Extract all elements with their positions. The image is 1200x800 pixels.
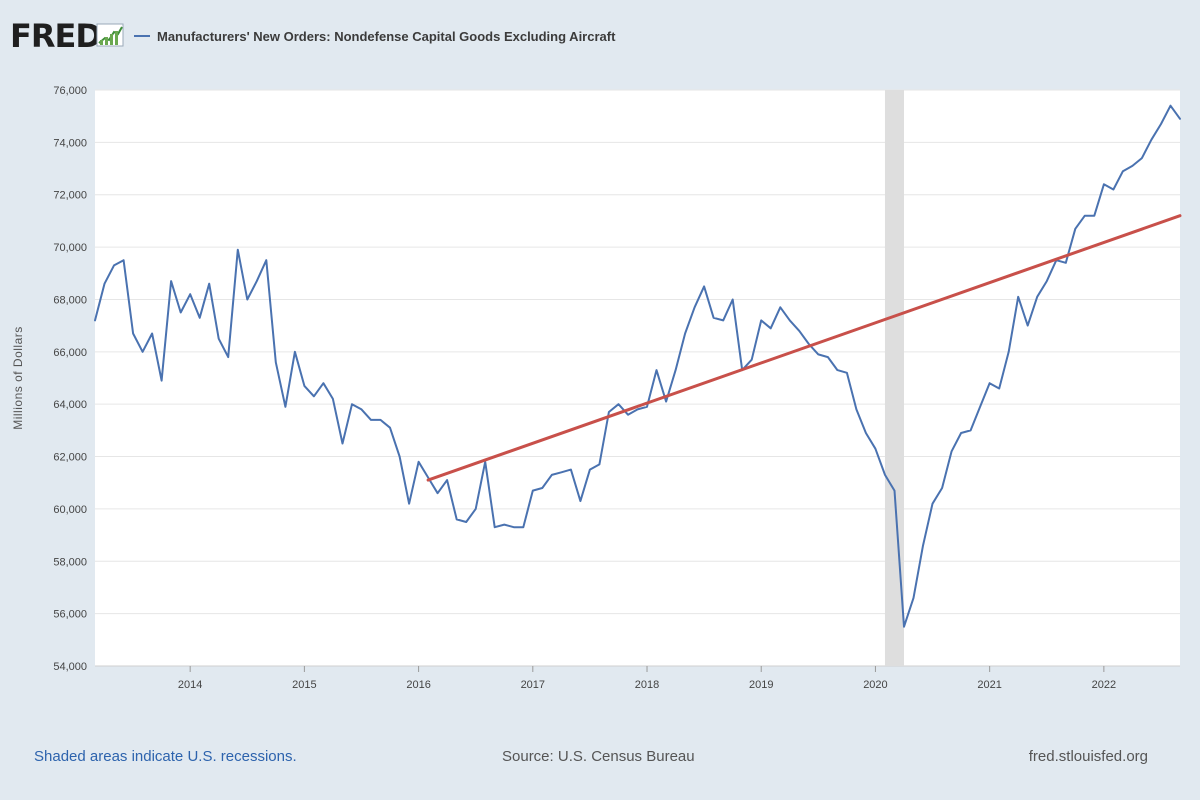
x-tick-label: 2014 <box>178 679 202 691</box>
y-tick-label: 70,000 <box>53 242 87 254</box>
y-tick-label: 60,000 <box>53 504 87 516</box>
series-group <box>94 104 1182 628</box>
x-tick-label: 2022 <box>1092 679 1116 691</box>
x-tick-label: 2018 <box>635 679 659 691</box>
recession-shading <box>884 90 904 666</box>
y-tick-label: 64,000 <box>53 399 87 411</box>
y-tick-label: 58,000 <box>53 556 87 568</box>
x-tick-label: 2020 <box>863 679 887 691</box>
site-link[interactable]: fred.stlouisfed.org <box>1028 748 1148 765</box>
x-tick-label: 2017 <box>521 679 545 691</box>
y-tick-label: 66,000 <box>53 347 87 359</box>
fred-logo[interactable]: FRED <box>10 17 102 55</box>
x-axis-ticks: 2014 2015 2016 2017 2018 2019 2020 2021 2022 <box>178 666 1116 691</box>
y-axis-ticks: 54,000 56,000 58,000 60,000 62,000 64,000 66,0… <box>53 85 87 673</box>
x-tick-label: 2019 <box>749 679 773 691</box>
y-tick-label: 54,000 <box>53 661 87 673</box>
chart-area: 54,000 56,000 58,000 60,000 62,000 64,000 66,0… <box>0 80 1200 720</box>
grid-lines <box>95 89 1180 667</box>
trend-line[interactable] <box>426 214 1182 482</box>
y-tick-label: 62,000 <box>53 452 87 464</box>
legend-swatch <box>134 35 150 37</box>
legend-label: Manufacturers' New Orders: Nondefense Ca… <box>157 28 616 44</box>
y-tick-label: 72,000 <box>53 190 87 202</box>
plot-background <box>95 90 1180 666</box>
y-tick-label: 74,000 <box>53 137 87 149</box>
recession-band-0 <box>884 90 904 666</box>
x-tick-label: 2016 <box>406 679 430 691</box>
y-tick-label: 56,000 <box>53 609 87 621</box>
recession-note-link[interactable]: Shaded areas indicate U.S. recessions. <box>34 748 297 765</box>
series-line-new-orders[interactable] <box>94 104 1181 628</box>
x-tick-label: 2015 <box>292 679 316 691</box>
chart-header: FRED Manufacturers' New Orders: Nondefen… <box>10 14 1190 58</box>
y-axis-label: Millions of Dollars <box>11 326 25 430</box>
y-tick-label: 76,000 <box>53 85 87 97</box>
source-text: Source: U.S. Census Bureau <box>502 748 695 765</box>
x-tick-label: 2021 <box>977 679 1001 691</box>
line-chart[interactable]: 54,000 56,000 58,000 60,000 62,000 64,000 66,0… <box>0 80 1200 720</box>
y-tick-label: 68,000 <box>53 294 87 306</box>
fred-logo-graph-icon <box>96 23 124 47</box>
chart-footer: Shaded areas indicate U.S. recessions. S… <box>0 740 1200 776</box>
legend[interactable]: Manufacturers' New Orders: Nondefense Ca… <box>134 24 615 48</box>
